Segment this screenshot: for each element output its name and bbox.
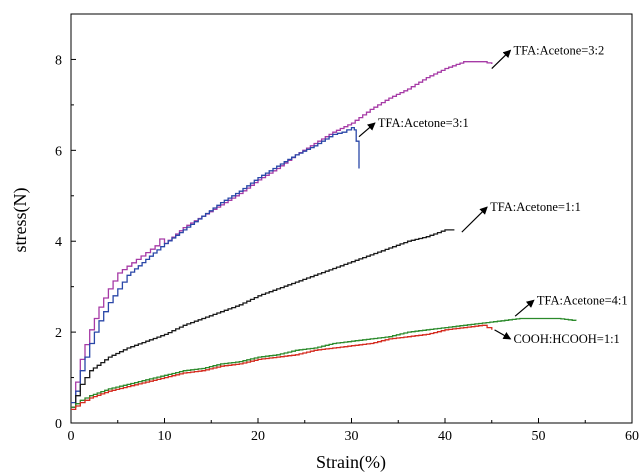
x-tick-label: 0 xyxy=(68,429,75,444)
y-tick-label: 6 xyxy=(55,144,62,159)
annotation-arrow xyxy=(494,329,512,340)
y-tick-label: 0 xyxy=(55,417,62,432)
x-tick-label: 50 xyxy=(532,429,546,444)
annotation-label-tfa-acetone-3-2: TFA:Acetone=3:2 xyxy=(513,43,604,57)
annotation-label-tfa-acetone-1-1: TFA:Acetone=1:1 xyxy=(490,200,581,214)
x-axis-label: Strain(%) xyxy=(316,452,386,473)
series-line-tfa-acetone-1-1 xyxy=(71,229,455,408)
x-tick-label: 40 xyxy=(438,429,452,444)
plot-frame xyxy=(70,13,633,424)
annotation-label-tfa-acetone-3-1: TFA:Acetone=3:1 xyxy=(378,116,469,130)
ticks-layer: 0 10 20 30 40 50 60 0 2 4 6 8 xyxy=(55,53,639,444)
y-axis-label: stress(N) xyxy=(10,188,31,253)
series-line-tfa-acetone-3-2 xyxy=(71,61,493,408)
annotation-label-tfa-acetone-4-1: TFA:Acetone=4:1 xyxy=(537,293,628,307)
x-tick-label: 10 xyxy=(158,429,172,444)
annotation-arrow xyxy=(358,122,376,138)
annotation-layer: TFA:Acetone=3:2 TFA:Acetone=3:1 TFA:Aceton… xyxy=(358,43,628,346)
series-layer xyxy=(71,61,577,411)
annotation-arrow xyxy=(461,206,488,233)
annotation-label-cooh-hcooh-1-1: COOH:HCOOH=1:1 xyxy=(513,332,619,346)
x-tick-label: 20 xyxy=(251,429,265,444)
series-line-tfa-acetone-4-1 xyxy=(71,317,577,408)
annotation-arrow xyxy=(514,299,535,317)
series-line-cooh-hcooh-1-1 xyxy=(71,324,493,411)
y-tick-label: 4 xyxy=(55,235,62,250)
x-tick-label: 30 xyxy=(345,429,359,444)
y-tick-label: 2 xyxy=(55,326,62,341)
x-tick-label: 60 xyxy=(625,429,639,444)
y-tick-label: 8 xyxy=(55,53,62,68)
annotation-arrow xyxy=(491,49,512,69)
series-line-tfa-acetone-3-1 xyxy=(71,126,360,404)
